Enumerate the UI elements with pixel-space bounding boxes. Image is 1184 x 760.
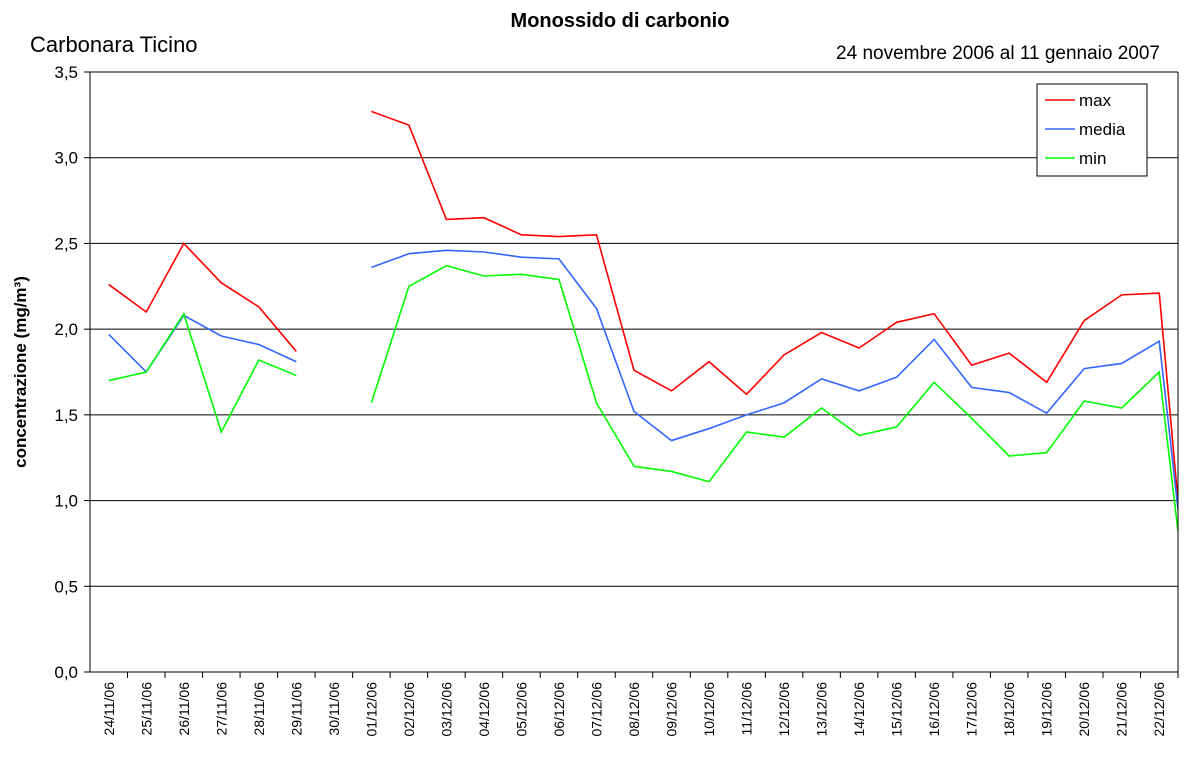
x-tick-label: 13/12/06 [814,682,830,737]
x-tick-label: 08/12/06 [626,682,642,737]
x-tick-label: 28/11/06 [251,682,267,736]
y-tick-label: 0,0 [54,663,78,682]
legend-label: media [1079,120,1126,139]
x-tick-label: 26/11/06 [176,682,192,736]
axes: 0,0 0,5 1,0 1,5 2,0 2,5 3,0 3,5 24/11/06 25/11/06… [54,63,1179,737]
x-tick-label: 05/12/06 [513,682,529,737]
y-tick-label: 1,0 [54,492,78,511]
x-tick-label: 17/12/06 [964,682,980,737]
x-tick-label: 01/12/06 [363,682,379,737]
x-tick-label: 14/12/06 [851,682,867,737]
x-tick-label: 25/11/06 [138,682,154,736]
legend: max media min [1036,83,1148,177]
x-tick-label: 30/11/06 [326,682,342,736]
x-tick-label: 19/12/06 [1039,682,1055,737]
x-tick-label: 22/12/06 [1151,682,1167,737]
x-tick-label: 12/12/06 [776,682,792,737]
y-tick-label: 2,5 [54,234,78,253]
x-tick-label: 04/12/06 [476,682,492,737]
chart-subtitle: 24 novembre 2006 al 11 gennaio 2007 [836,43,1160,64]
x-tick-label: 24/11/06 [101,682,117,736]
x-tick-label: 11/12/06 [739,682,755,736]
x-tick-label: 02/12/06 [401,682,417,737]
legend-label: min [1079,149,1106,168]
x-tick-label: 15/12/06 [889,682,905,737]
series-line [108,249,1178,510]
x-tick-label: 03/12/06 [438,682,454,737]
y-tick-label: 2,0 [54,320,78,339]
x-tick-label: 09/12/06 [664,682,680,737]
series-line [108,264,1178,532]
plot [108,110,1178,532]
x-tick-label: 07/12/06 [588,682,604,737]
x-tick-label: 06/12/06 [551,682,567,737]
x-tick-label: 10/12/06 [701,682,717,737]
chart-title: Monossido di carbonio [511,10,730,32]
y-axis-label: concentrazione (mg/m³) [11,276,30,468]
y-tick-label: 0,5 [54,577,78,596]
x-tick-label: 20/12/06 [1076,682,1092,737]
y-tick-label: 3,5 [54,63,78,82]
y-tick-label: 3,0 [54,149,78,168]
x-tick-label: 27/11/06 [213,682,229,736]
y-tick-label: 1,5 [54,406,78,425]
x-tick-label: 29/11/06 [288,682,304,736]
x-tick-label: 18/12/06 [1001,682,1017,737]
location: Carbonara Ticino [30,32,198,57]
grid [90,71,1178,673]
series-line [108,110,1178,501]
x-tick-label: 16/12/06 [926,682,942,737]
legend-label: max [1079,91,1112,110]
x-tick-label: 21/12/06 [1114,682,1130,737]
